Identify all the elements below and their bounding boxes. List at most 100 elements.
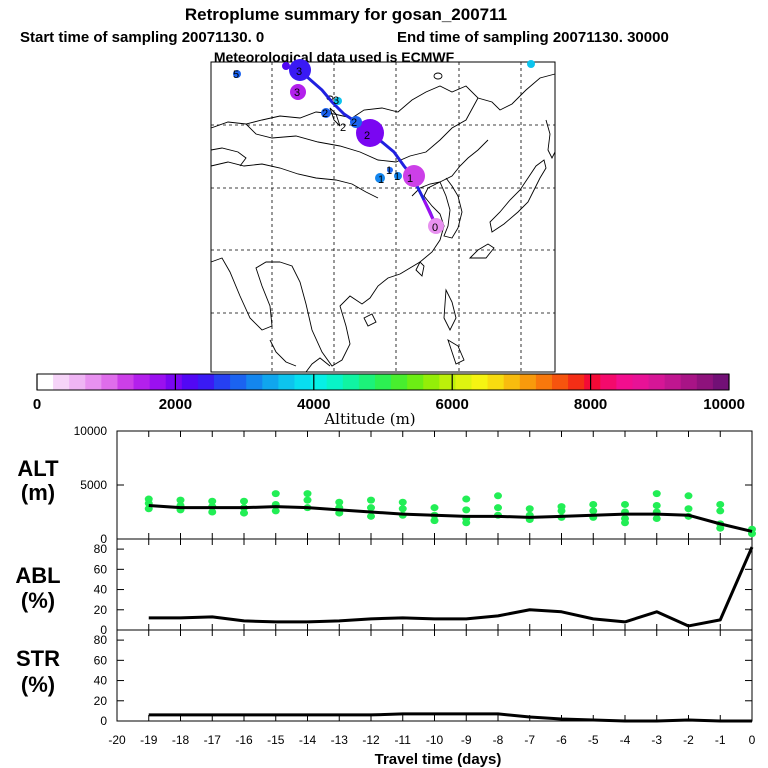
colorbar-tick-label: 2000 <box>159 396 192 413</box>
colorbar-swatch <box>310 374 328 390</box>
altitude-point <box>684 505 693 513</box>
colorbar-swatch <box>181 374 199 390</box>
altitude-point <box>367 496 375 504</box>
map-day-label: 2 <box>351 117 357 129</box>
panel-str: STR(%) 0 20 40 60 80 <box>16 629 753 728</box>
x-tick-label: -16 <box>235 733 253 747</box>
altitude-point <box>176 496 185 504</box>
plume-marker <box>321 108 331 118</box>
altitude-point <box>303 496 312 504</box>
altitude-point <box>621 500 629 508</box>
altitude-point <box>716 507 725 515</box>
plume-marker <box>428 218 444 234</box>
colorbar-swatch <box>568 374 585 390</box>
x-tick-label: -3 <box>651 733 662 747</box>
x-tick-label: -14 <box>299 733 317 747</box>
colorbar-swatch <box>85 374 102 390</box>
y-tick-label: 80 <box>94 633 108 647</box>
map-grid <box>211 62 555 372</box>
x-tick-label: -1 <box>715 733 726 747</box>
x-axis-label: Travel time (days) <box>375 751 502 768</box>
x-tick-label: -2 <box>683 733 694 747</box>
x-tick-label: -10 <box>426 733 444 747</box>
altitude-point <box>716 524 725 532</box>
colorbar-tick-label: 10000 <box>703 396 745 413</box>
plume-marker <box>282 62 290 70</box>
map-day-label: 1 <box>378 174 384 186</box>
plume-marker <box>334 97 342 105</box>
panel-abl: ABL(%) 0 20 40 60 80 <box>15 538 754 637</box>
time-series-panels: ALT(m)0500010000ABL(%)020406080STR(%)020… <box>15 424 756 768</box>
colorbar-swatch <box>551 374 569 390</box>
panel-frame <box>116 629 753 722</box>
x-tick-label: -9 <box>461 733 472 747</box>
altitude-point <box>462 506 471 514</box>
x-tick-label: -17 <box>204 733 222 747</box>
altitude-point <box>684 492 693 500</box>
plume-marker <box>356 119 384 147</box>
colorbar-swatch <box>535 374 553 390</box>
altitude-point <box>652 514 661 522</box>
map-frame <box>210 61 556 373</box>
y-tick-label: 60 <box>94 653 108 667</box>
plume-marker <box>403 165 425 187</box>
altitude-point <box>652 490 661 498</box>
y-tick-label: 0 <box>100 623 107 637</box>
y-tick-label: 0 <box>100 532 107 546</box>
colorbar-swatch <box>680 374 698 390</box>
altitude-point <box>589 507 598 515</box>
colorbar-swatch <box>342 374 360 390</box>
plume-marker <box>350 116 362 128</box>
altitude-point <box>367 512 375 520</box>
colorbar-swatch <box>37 374 54 390</box>
map-day-label: 0 <box>432 222 438 234</box>
altitude-point <box>240 509 248 517</box>
alt-series-line <box>148 504 753 533</box>
y-tick-label: 0 <box>100 714 107 728</box>
figure-title: Retroplume summary for gosan_200711 <box>185 5 507 24</box>
altitude-point <box>494 492 502 500</box>
plume-marker <box>289 59 311 81</box>
colorbar-swatch <box>358 374 376 390</box>
panel-ylabel: ABL <box>15 563 60 588</box>
altitude-colorbar: 0 2000 4000 6000 8000 10000 <box>33 373 745 413</box>
colorbar-label: Altitude (m) <box>323 410 415 428</box>
x-tick-label: -11 <box>395 733 412 747</box>
y-tick-label: 5000 <box>80 478 107 492</box>
altitude-point <box>398 498 407 506</box>
panel-ylabel: ALT <box>17 456 59 481</box>
altitude-point <box>525 505 534 513</box>
end-time-text: End time of sampling 20071130. 30000 <box>397 29 669 46</box>
x-tick-label: -15 <box>267 733 285 747</box>
colorbar-swatch <box>133 374 151 390</box>
colorbar-swatch <box>374 374 392 390</box>
colorbar-swatch <box>230 374 247 390</box>
y-tick-label: 80 <box>94 542 108 556</box>
colorbar-swatch <box>487 374 505 390</box>
colorbar-swatch <box>712 374 730 390</box>
altitude-point <box>589 500 598 508</box>
abl-series-line <box>148 546 754 628</box>
colorbar-swatch <box>696 374 714 390</box>
altitude-point <box>335 498 344 506</box>
colorbar-swatch <box>101 374 118 390</box>
panel-ylabel: (%) <box>21 672 55 697</box>
y-tick-label: 10000 <box>74 424 108 438</box>
panel-alt: ALT(m) 0 5000 10000 <box>17 424 756 546</box>
colorbar-swatch <box>503 374 521 390</box>
map-day-label: 3 <box>333 95 339 107</box>
x-tick-label: -18 <box>172 733 190 747</box>
altitude-point <box>716 500 725 508</box>
x-tick-label: -19 <box>140 733 158 747</box>
colorbar-swatch <box>197 374 215 390</box>
x-tick-label: -7 <box>524 733 535 747</box>
x-tick-label: -20 <box>108 733 126 747</box>
altitude-point <box>494 504 502 512</box>
colorbar-swatch <box>246 374 263 390</box>
x-tick-label: 0 <box>749 733 756 747</box>
plume-marker <box>394 172 402 180</box>
start-time-text: Start time of sampling 20071130. 0 <box>20 29 264 46</box>
colorbar-swatch <box>519 374 537 390</box>
x-tick-label: -8 <box>493 733 504 747</box>
